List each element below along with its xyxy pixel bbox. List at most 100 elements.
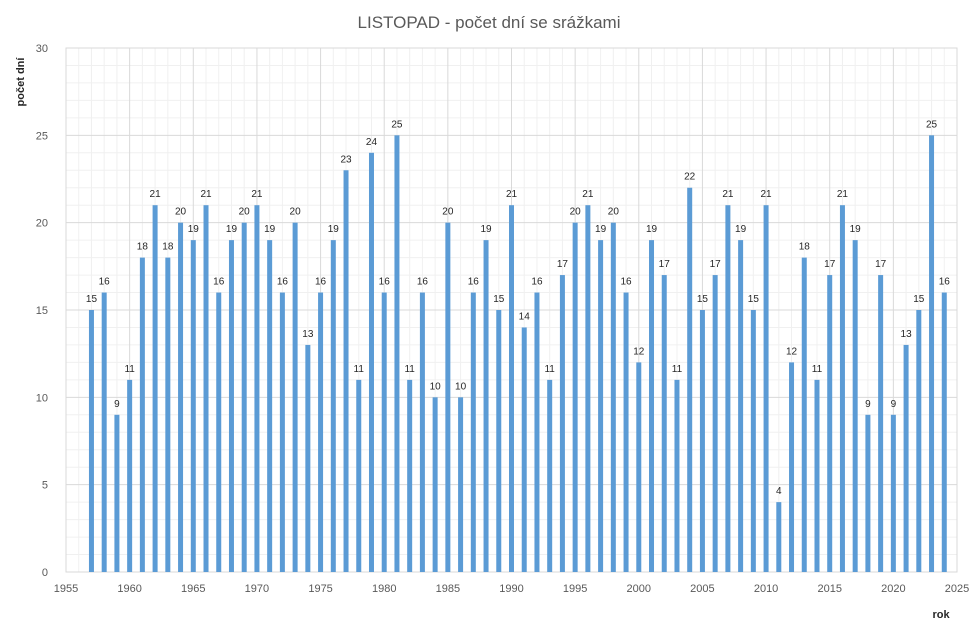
x-tick-label: 1955	[54, 583, 78, 595]
y-tick-label: 0	[42, 567, 48, 579]
data-label: 21	[582, 189, 594, 200]
data-label: 19	[646, 224, 658, 235]
data-label: 20	[608, 207, 620, 218]
y-tick-label: 30	[36, 43, 48, 55]
bar	[356, 379, 362, 572]
bar	[496, 310, 502, 572]
data-label: 11	[812, 364, 823, 375]
data-label: 17	[824, 259, 836, 270]
data-label: 12	[633, 346, 645, 357]
bar	[865, 414, 871, 572]
bar	[903, 344, 909, 572]
data-label: 18	[137, 242, 149, 253]
data-label: 16	[277, 277, 289, 288]
bar	[878, 275, 884, 572]
data-label: 17	[710, 259, 722, 270]
data-label: 22	[684, 172, 696, 183]
y-tick-label: 25	[36, 130, 48, 142]
y-tick-label: 5	[42, 480, 48, 492]
chart-title: LISTOPAD - počet dní se srážkami	[358, 13, 621, 32]
bars	[88, 135, 947, 573]
x-tick-label: 1970	[245, 583, 269, 595]
data-label: 19	[850, 224, 862, 235]
x-tick-label: 2000	[627, 583, 651, 595]
bar	[547, 379, 553, 572]
y-axis-title: počet dní	[15, 57, 27, 107]
x-tick-label: 1980	[372, 583, 396, 595]
y-tick-label: 15	[36, 305, 48, 317]
bar	[776, 502, 782, 572]
data-label: 19	[735, 224, 747, 235]
bar	[88, 310, 94, 572]
data-label: 9	[891, 399, 897, 410]
bar	[852, 240, 858, 572]
bar	[585, 205, 591, 572]
x-tick-label: 1960	[117, 583, 141, 595]
data-label: 21	[722, 189, 734, 200]
bar	[483, 240, 489, 572]
data-label: 17	[557, 259, 569, 270]
x-tick-label: 2005	[690, 583, 714, 595]
data-label: 16	[315, 277, 327, 288]
bar	[827, 275, 833, 572]
x-tick-label: 1965	[181, 583, 205, 595]
bar	[203, 205, 209, 572]
data-label: 9	[865, 399, 871, 410]
bar	[738, 240, 744, 572]
bar	[941, 292, 947, 572]
bar	[801, 257, 807, 572]
bar	[699, 310, 705, 572]
bar	[458, 397, 464, 572]
x-tick-label: 1990	[499, 583, 523, 595]
data-label: 16	[379, 277, 391, 288]
bar	[509, 205, 514, 572]
bar	[929, 135, 935, 573]
x-tick-label: 1985	[436, 583, 460, 595]
data-label: 4	[776, 486, 782, 497]
bar	[216, 292, 222, 572]
bar	[394, 135, 400, 573]
data-label: 16	[620, 277, 632, 288]
bar	[330, 240, 336, 572]
data-label: 11	[672, 364, 683, 375]
bar	[368, 152, 374, 573]
data-label: 17	[875, 259, 887, 270]
x-tick-label: 1995	[563, 583, 587, 595]
bar	[152, 205, 158, 572]
bar	[254, 205, 260, 572]
y-tick-label: 10	[36, 392, 48, 404]
bar	[228, 240, 234, 572]
data-label: 16	[468, 277, 480, 288]
bar	[165, 257, 171, 572]
data-label: 21	[761, 189, 773, 200]
bar	[534, 292, 540, 572]
data-label: 20	[570, 207, 582, 218]
data-label: 15	[697, 294, 709, 305]
data-label: 18	[162, 242, 174, 253]
data-label: 16	[531, 277, 543, 288]
bar	[190, 240, 196, 572]
data-label: 23	[340, 154, 352, 165]
data-label: 19	[226, 224, 238, 235]
data-label: 21	[837, 189, 849, 200]
bar	[343, 170, 349, 572]
bar	[127, 379, 133, 572]
bar	[649, 240, 655, 572]
bar	[241, 222, 247, 572]
data-label: 20	[442, 207, 454, 218]
bar	[763, 205, 769, 572]
bar	[916, 310, 922, 572]
bar	[267, 240, 273, 572]
data-label: 15	[86, 294, 98, 305]
x-tick-label: 1975	[308, 583, 332, 595]
x-tick-label: 2010	[754, 583, 778, 595]
bar	[279, 292, 285, 572]
bar	[687, 187, 693, 572]
data-label: 16	[213, 277, 225, 288]
data-label: 14	[519, 311, 531, 322]
data-label: 16	[417, 277, 429, 288]
data-label: 10	[455, 381, 467, 392]
bar	[381, 292, 387, 572]
x-tick-label: 2020	[881, 583, 905, 595]
